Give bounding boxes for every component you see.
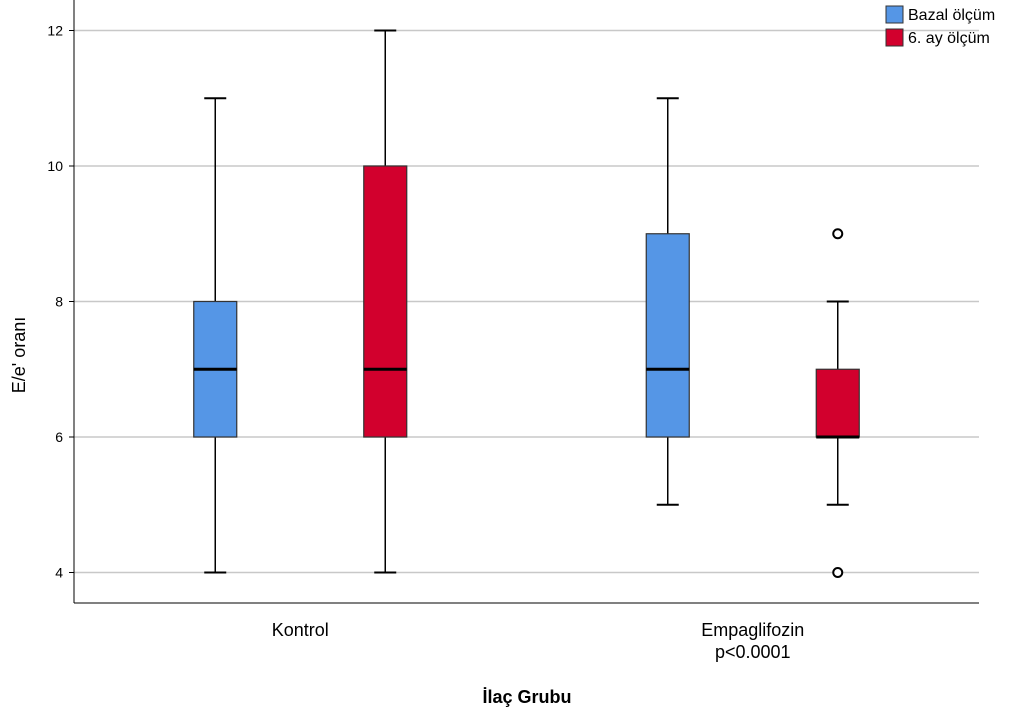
box-1-0 — [363, 29, 408, 574]
box-0-0 — [193, 97, 238, 574]
x-category-sublabel: p<0.0001 — [715, 642, 791, 662]
y-axis-title: E/e' oranı — [9, 317, 29, 393]
y-tick-label: 4 — [55, 565, 63, 581]
outlier-point — [832, 228, 844, 240]
x-category-label: Kontrol — [272, 620, 329, 640]
legend-swatch — [885, 28, 904, 47]
y-tick-label: 6 — [55, 429, 63, 445]
legend: Bazal ölçüm 6. ay ölçüm — [885, 5, 995, 47]
y-tick-label: 12 — [47, 22, 63, 38]
box-1-1 — [815, 228, 860, 579]
box-0-1 — [645, 97, 690, 506]
x-category-label: Empaglifozin — [701, 620, 804, 640]
outlier-point — [832, 567, 844, 579]
legend-swatch — [885, 5, 904, 24]
x-axis-title: İlaç Grubu — [482, 687, 571, 707]
legend-label: Bazal ölçüm — [908, 7, 995, 24]
y-tick-label: 8 — [55, 294, 63, 310]
box-iqr — [815, 368, 860, 438]
box-iqr — [645, 233, 690, 438]
legend-label: 6. ay ölçüm — [908, 30, 990, 47]
y-tick-labels: 4 6 8 10 12 — [47, 22, 74, 581]
box-plots — [193, 29, 860, 579]
y-tick-label: 10 — [47, 158, 63, 174]
box-iqr — [363, 165, 408, 438]
